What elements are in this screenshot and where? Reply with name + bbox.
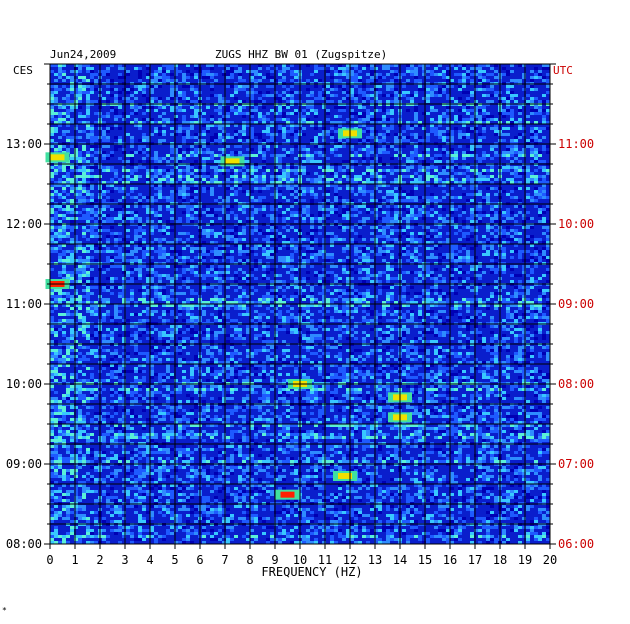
hot-spot	[225, 158, 240, 165]
x-tick-label: 17	[468, 553, 482, 567]
y-tick-label-local: 09:00	[6, 457, 42, 471]
x-tick-label: 6	[196, 553, 203, 567]
x-tick-label: 20	[543, 553, 557, 567]
x-tick-label: 3	[121, 553, 128, 567]
y-tick-label-utc: 07:00	[558, 457, 594, 471]
y-tick-label-utc: 08:00	[558, 377, 594, 391]
y-tick-label-local: 10:00	[6, 377, 42, 391]
x-tick-label: 11	[318, 553, 332, 567]
y-tick-label-local: 11:00	[6, 297, 42, 311]
hot-spot	[280, 491, 295, 498]
hot-spot	[338, 473, 352, 479]
x-tick-label: 15	[418, 553, 432, 567]
y-tick-label-local: 13:00	[6, 137, 42, 151]
x-tick-label: 1	[71, 553, 78, 567]
x-tick-label: 5	[171, 553, 178, 567]
spectrogram-grid	[49, 63, 551, 545]
hot-spot	[50, 154, 65, 161]
footer-mark: *	[2, 606, 7, 615]
y-tick-label-utc: 06:00	[558, 537, 594, 551]
x-tick-label: 7	[221, 553, 228, 567]
x-tick-label: 16	[443, 553, 457, 567]
x-tick-label: 0	[46, 553, 53, 567]
x-axis: 0 1 2 3 4 5 6 7 8 9 10 11 12 13 14 15 16 17 18 19 20	[46, 544, 557, 567]
y-tick-label-local: 08:00	[6, 537, 42, 551]
y-tick-label-utc: 11:00	[558, 137, 594, 151]
x-tick-label: 10	[293, 553, 307, 567]
y-tick-label-local: 12:00	[6, 217, 42, 231]
x-tick-label: 2	[96, 553, 103, 567]
x-tick-label: 9	[271, 553, 278, 567]
x-tick-label: 13	[368, 553, 382, 567]
x-tick-label: 18	[493, 553, 507, 567]
date-label: Jun24,2009	[50, 48, 117, 61]
y-axis: 08:00 06:00 09:00 07:00 10:00 08:00 11:00 09:00…	[6, 63, 594, 551]
station-title: ZUGS HHZ BW 01 (Zugspitze)	[215, 48, 388, 61]
y-tick-label-utc: 10:00	[558, 217, 594, 231]
utc-timezone-label: UTC	[553, 64, 573, 77]
local-timezone-label: CES	[13, 64, 33, 77]
x-tick-label: 14	[393, 553, 407, 567]
y-tick-label-utc: 09:00	[558, 297, 594, 311]
x-tick-label: 4	[146, 553, 153, 567]
x-axis-label: FREQUENCY (HZ)	[261, 565, 362, 579]
x-tick-label: 19	[518, 553, 532, 567]
x-tick-label: 12	[343, 553, 357, 567]
x-tick-label: 8	[246, 553, 253, 567]
